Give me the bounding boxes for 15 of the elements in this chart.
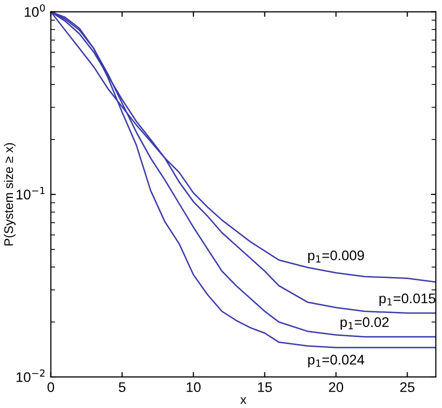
x-tick-label: 20 bbox=[328, 382, 344, 392]
y-tick-label: 10$^{0}$ bbox=[24, 4, 45, 17]
y-tick-label: 10$^{−1}$ bbox=[16, 186, 45, 200]
series-label: p$_{1}$=0.009 bbox=[308, 250, 364, 264]
y-tick-label: 10$^{−2}$ bbox=[16, 369, 44, 382]
series-label: p$_{1}$=0.02 bbox=[340, 317, 389, 330]
series-label: p$_{1}$=0.015 bbox=[380, 293, 436, 306]
series-label: p$_{1}$=0.024 bbox=[308, 354, 364, 368]
x-tick-label: 15 bbox=[258, 382, 272, 392]
x-tick-label: 25 bbox=[400, 382, 414, 392]
x-tick-label: 0 bbox=[48, 382, 54, 392]
x-tick-label: 10 bbox=[186, 382, 201, 392]
y-axis-title: P(System size ≥ x) bbox=[4, 143, 16, 246]
x-tick-label: 5 bbox=[118, 382, 126, 392]
x-axis-title: x bbox=[240, 397, 246, 404]
